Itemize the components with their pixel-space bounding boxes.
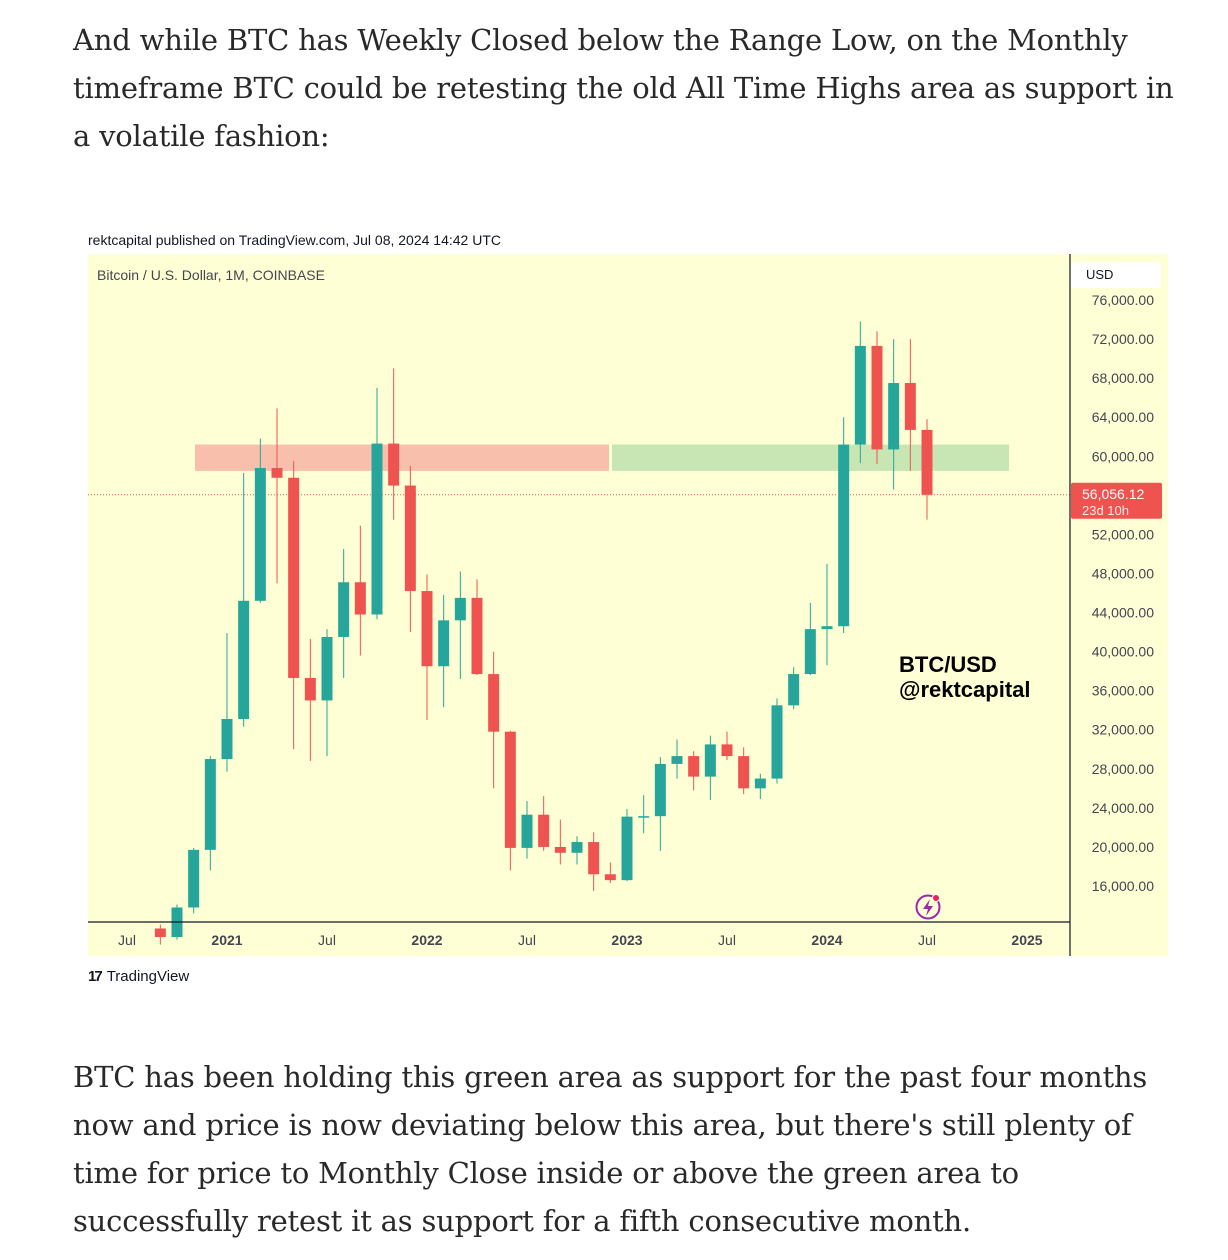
candle-2023-09 (754, 778, 766, 789)
x-tick-label: 2023 (611, 932, 642, 948)
candle-2024-07 (921, 429, 933, 495)
current-price-tag (1071, 482, 1162, 519)
zone-support-area (612, 444, 1009, 471)
chart-credit: rektcapital published on TradingView.com… (88, 232, 501, 248)
candle-2022-10 (571, 842, 583, 853)
candle-2021-02 (238, 600, 250, 719)
y-tick-label: 72,000.00 (1092, 331, 1154, 347)
candle-2024-01 (821, 626, 833, 630)
candle-2020-11 (188, 849, 200, 908)
y-tick-label: 36,000.00 (1092, 683, 1154, 699)
x-tick-label: Jul (118, 932, 136, 948)
y-tick-label: 68,000.00 (1092, 370, 1154, 386)
y-tick-label: 24,000.00 (1092, 800, 1154, 816)
article-paragraph: And while BTC has Weekly Closed below th… (73, 23, 1174, 153)
candle-2024-06 (904, 383, 916, 430)
candle-2022-01 (421, 591, 433, 667)
y-tick-label: 44,000.00 (1092, 605, 1154, 621)
tradingview-icon: 17 (88, 968, 103, 985)
candle-2020-09 (154, 928, 166, 937)
candle-2022-05 (488, 674, 500, 732)
x-tick-label: Jul (518, 932, 536, 948)
lightning-icon (915, 894, 941, 920)
candle-2021-04 (271, 467, 283, 478)
candle-2022-03 (454, 597, 466, 621)
y-tick-label: 52,000.00 (1092, 526, 1154, 542)
x-tick-label: Jul (718, 932, 736, 948)
x-tick-label: 2025 (1011, 932, 1042, 948)
x-tick-label: 2022 (411, 932, 442, 948)
candle-2021-11 (388, 443, 400, 486)
candle-2022-04 (471, 597, 483, 675)
candle-2021-09 (354, 582, 366, 615)
chart-title: Bitcoin / U.S. Dollar, 1M, COINBASE (97, 267, 325, 283)
y-tick-label: 16,000.00 (1092, 878, 1154, 894)
candle-2022-02 (438, 620, 450, 667)
notification-dot-icon (932, 894, 940, 902)
x-tick-label: 2024 (811, 932, 842, 948)
candle-2021-03 (254, 467, 266, 601)
article-paragraph: BTC has been holding this green area as … (73, 1060, 1148, 1238)
candle-2023-02 (638, 816, 650, 818)
zone-range-low-resistance (195, 444, 609, 471)
chart-annotation: @rektcapital (899, 677, 1031, 702)
x-tick-label: 2021 (211, 932, 242, 948)
candle-2023-03 (654, 763, 666, 817)
candle-2024-03 (854, 345, 866, 445)
candle-2023-01 (621, 816, 633, 881)
current-price-label: 56,056.12 (1082, 486, 1144, 502)
candle-2021-07 (321, 636, 333, 701)
candle-2024-04 (871, 345, 883, 450)
candle-2023-10 (771, 705, 783, 779)
candle-2024-02 (838, 444, 850, 627)
lightning-bolt-icon (923, 899, 933, 916)
candle-2022-11 (588, 842, 600, 875)
y-tick-label: 60,000.00 (1092, 448, 1154, 464)
candle-2022-09 (554, 846, 566, 853)
y-tick-label: 48,000.00 (1092, 565, 1154, 581)
candle-2022-08 (538, 814, 550, 847)
x-tick-label: Jul (318, 932, 336, 948)
x-tick-label: Jul (918, 932, 936, 948)
candle-2021-06 (304, 677, 316, 701)
y-tick-label: 76,000.00 (1092, 292, 1154, 308)
candle-2022-07 (521, 814, 533, 848)
candle-2021-10 (371, 443, 383, 615)
candle-2021-01 (221, 718, 233, 760)
y-tick-label: 20,000.00 (1092, 839, 1154, 855)
y-tick-label: 64,000.00 (1092, 409, 1154, 425)
candle-2021-05 (288, 477, 300, 678)
candle-2024-05 (888, 383, 900, 450)
y-tick-label: 28,000.00 (1092, 761, 1154, 777)
candle-2023-12 (804, 629, 816, 675)
candle-2023-06 (704, 744, 716, 777)
currency-box (1071, 262, 1161, 288)
chart-annotation: BTC/USD (899, 652, 997, 677)
tradingview-logo[interactable]: 17 TradingView (88, 968, 189, 985)
candle-2023-08 (738, 756, 750, 789)
candle-2023-07 (721, 744, 733, 757)
y-tick-label: 32,000.00 (1092, 722, 1154, 738)
candle-2021-12 (404, 485, 416, 592)
tradingview-brand: TradingView (106, 968, 190, 985)
currency-label: USD (1086, 267, 1113, 282)
candle-2022-06 (504, 731, 516, 848)
candle-2021-08 (338, 582, 350, 637)
candle-2023-05 (688, 756, 700, 777)
candle-2023-04 (671, 756, 683, 764)
candle-2020-12 (204, 759, 216, 850)
candle-2023-11 (788, 674, 800, 706)
y-tick-label: 40,000.00 (1092, 644, 1154, 660)
candle-2022-12 (604, 874, 616, 881)
candle-countdown: 23d 10h (1082, 503, 1129, 518)
